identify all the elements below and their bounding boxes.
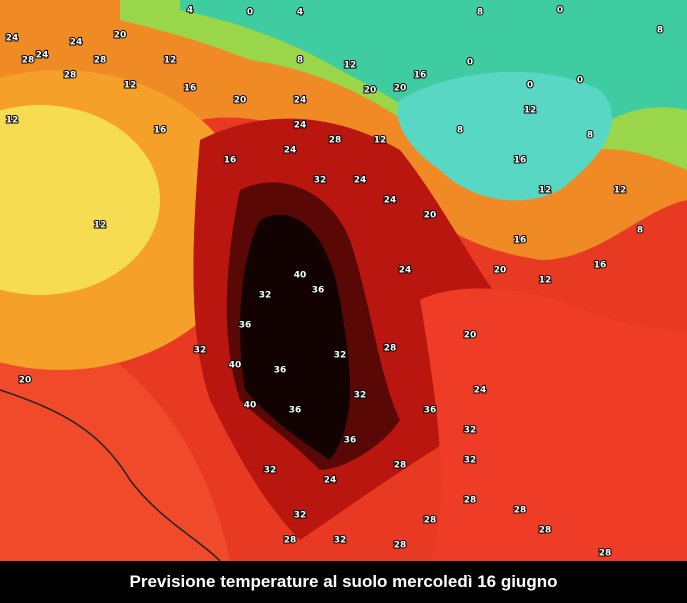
temperature-label: 28 [394,541,407,551]
temperature-label: 32 [334,351,347,361]
temperature-label: 20 [114,31,127,41]
temperature-label: 20 [394,84,407,94]
temperature-label: 4 [297,8,303,18]
map-caption: Previsione temperature al suolo mercoled… [0,561,687,603]
temperature-label: 12 [94,221,107,231]
temperature-label: 16 [184,84,197,94]
temperature-label: 8 [457,126,463,136]
temperature-label: 8 [477,8,483,18]
temperature-label: 0 [577,76,583,86]
temperature-label: 12 [539,186,552,196]
temperature-label: 28 [329,136,342,146]
temperature-label: 40 [294,271,307,281]
temperature-label: 40 [229,361,242,371]
temperature-label: 32 [334,536,347,546]
temperature-label: 4 [187,6,193,16]
temperature-label: 16 [414,71,427,81]
temperature-label: 8 [587,131,593,141]
temperature-label: 32 [264,466,277,476]
temperature-label: 20 [494,266,507,276]
temperature-label: 0 [247,8,253,18]
usa-black [240,214,350,460]
pacific-yellow [0,105,160,295]
temperature-label: 36 [274,366,287,376]
hudson-bay [397,71,613,201]
temperature-label: 28 [539,526,552,536]
temperature-label: 28 [22,56,35,66]
temperature-label: 16 [154,126,167,136]
temperature-label: 16 [514,236,527,246]
temperature-label: 32 [464,456,477,466]
temperature-label: 12 [374,136,387,146]
temperature-label: 0 [527,81,533,91]
temperature-label: 32 [464,426,477,436]
temperature-label: 32 [259,291,272,301]
temperature-label: 0 [467,58,473,68]
temperature-label: 28 [284,536,297,546]
temperature-label: 12 [6,116,19,126]
temperature-label: 12 [539,276,552,286]
temperature-label: 28 [599,549,612,559]
temperature-label: 8 [297,56,303,66]
temperature-label: 36 [312,286,325,296]
temperature-label: 36 [424,406,437,416]
temperature-label: 24 [70,38,83,48]
temperature-label: 24 [294,96,307,106]
temperature-label: 24 [36,51,49,61]
temperature-label: 28 [64,71,77,81]
temperature-label: 20 [424,211,437,221]
temperature-label: 8 [657,26,663,36]
temperature-label: 28 [514,506,527,516]
temperature-label: 36 [239,321,252,331]
atlantic-red [420,288,687,561]
temperature-label: 20 [234,96,247,106]
temperature-label: 28 [94,56,107,66]
temperature-label: 28 [384,344,397,354]
temperature-label: 12 [344,61,357,71]
temperature-label: 28 [424,516,437,526]
temperature-label: 32 [314,176,327,186]
temperature-label: 24 [284,146,297,156]
temperature-label: 12 [614,186,627,196]
temperature-label: 16 [514,156,527,166]
temperature-label: 24 [294,121,307,131]
temperature-label: 32 [294,511,307,521]
temperature-label: 12 [164,56,177,66]
temperature-label: 20 [464,331,477,341]
temperature-label: 8 [637,226,643,236]
contour-line [0,389,221,561]
temperature-label: 24 [399,266,412,276]
temperature-label: 12 [524,106,537,116]
temperature-label: 28 [394,461,407,471]
temperature-label: 16 [224,156,237,166]
temperature-label: 28 [464,496,477,506]
temperature-label: 36 [344,436,357,446]
temperature-label: 20 [19,376,32,386]
temperature-label: 32 [354,391,367,401]
temperature-label: 12 [124,81,137,91]
temperature-label: 24 [6,34,19,44]
temperature-label: 32 [194,346,207,356]
temperature-label: 36 [289,406,302,416]
temperature-label: 24 [324,476,337,486]
temperature-label: 40 [244,401,257,411]
temperature-label: 0 [557,6,563,16]
temperature-label: 24 [384,196,397,206]
temperature-label: 20 [364,86,377,96]
temperature-label: 24 [474,386,487,396]
temperature-label: 24 [354,176,367,186]
temperature-label: 16 [594,261,607,271]
